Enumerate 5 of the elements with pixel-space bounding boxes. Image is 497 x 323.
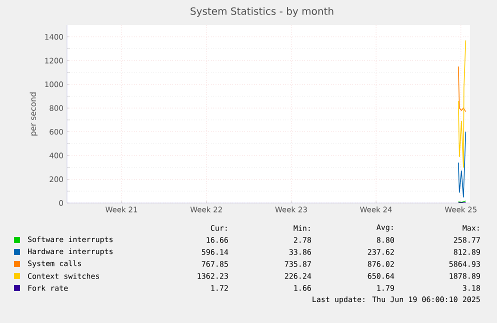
chart-title: System Statistics - by month bbox=[190, 7, 334, 17]
line-series bbox=[458, 131, 466, 198]
line-series bbox=[458, 66, 466, 112]
y-axis-title: per second bbox=[30, 92, 38, 136]
line-series bbox=[458, 40, 466, 168]
